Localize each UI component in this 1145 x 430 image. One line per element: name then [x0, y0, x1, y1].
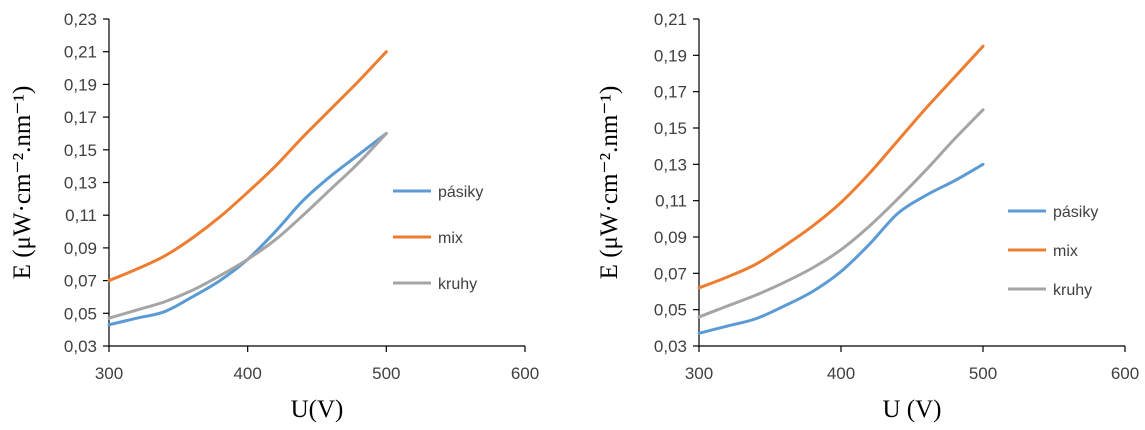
legend-label: pásiky	[438, 184, 483, 201]
x-tick-label: 300	[95, 364, 123, 383]
series-line-kruhy	[697, 108, 985, 319]
series-line-pásiky	[107, 131, 388, 327]
y-tick-label: 0,13	[654, 155, 687, 174]
legend-label: mix	[438, 230, 463, 247]
series-line-mix	[697, 44, 985, 290]
x-tick-label: 500	[372, 364, 400, 383]
legend-label: mix	[1053, 243, 1078, 260]
y-tick-label: 0,05	[64, 304, 97, 323]
y-tick-label: 0,15	[654, 119, 687, 138]
y-tick-label: 0,15	[64, 141, 97, 160]
series-line-mix	[107, 50, 388, 283]
y-tick-label: 0,05	[654, 301, 687, 320]
y-tick-label: 0,11	[65, 206, 97, 225]
y-tick-label: 0,03	[654, 337, 687, 356]
series-line-pásiky	[697, 162, 985, 335]
y-axis-title: E (μW·cm⁻².nm⁻¹)	[596, 86, 623, 280]
x-tick-label: 500	[969, 364, 997, 383]
y-tick-label: 0,19	[654, 46, 687, 65]
y-tick-label: 0,09	[654, 228, 687, 247]
y-tick-label: 0,19	[64, 75, 97, 94]
y-tick-label: 0,17	[64, 108, 97, 127]
y-tick-label: 0,11	[655, 192, 687, 211]
y-tick-label: 0,21	[654, 10, 687, 29]
y-tick-label: 0,07	[654, 264, 687, 283]
x-tick-label: 300	[685, 364, 713, 383]
y-tick-label: 0,13	[64, 174, 97, 193]
x-axis-title: U(V)	[291, 396, 344, 423]
y-tick-label: 0,09	[64, 239, 97, 258]
legend-label: pásiky	[1053, 204, 1098, 221]
x-tick-label: 400	[827, 364, 855, 383]
x-tick-label: 400	[233, 364, 261, 383]
y-tick-label: 0,07	[64, 272, 97, 291]
y-tick-label: 0,17	[654, 83, 687, 102]
legend-label: kruhy	[1053, 282, 1092, 299]
chart-right: 0,03 0,05 0,07 0,09 0,11 0,13 0,15 0,17 0,19 0,21…	[572, 0, 1145, 430]
legend-label: kruhy	[438, 276, 477, 293]
y-tick-label: 0,21	[64, 43, 97, 62]
y-tick-label: 0,03	[64, 337, 97, 356]
chart-svg: 0,03 0,05 0,07 0,09 0,11 0,13 0,15 0,17 0,19 0,21…	[596, 10, 1139, 423]
chart-left: 0,03 0,05 0,07 0,09 0,11 0,13 0,15 0,17 0,19 0,21…	[0, 0, 572, 430]
y-tick-label: 0,23	[64, 10, 97, 29]
series-line-kruhy	[107, 131, 388, 320]
x-axis-title: U (V)	[882, 396, 941, 423]
x-tick-label: 600	[1111, 364, 1139, 383]
x-tick-label: 600	[511, 364, 539, 383]
y-axis-title: E (μW·cm⁻².nm⁻¹)	[9, 86, 36, 280]
chart-svg: 0,03 0,05 0,07 0,09 0,11 0,13 0,15 0,17 0,19 0,21…	[9, 10, 539, 423]
